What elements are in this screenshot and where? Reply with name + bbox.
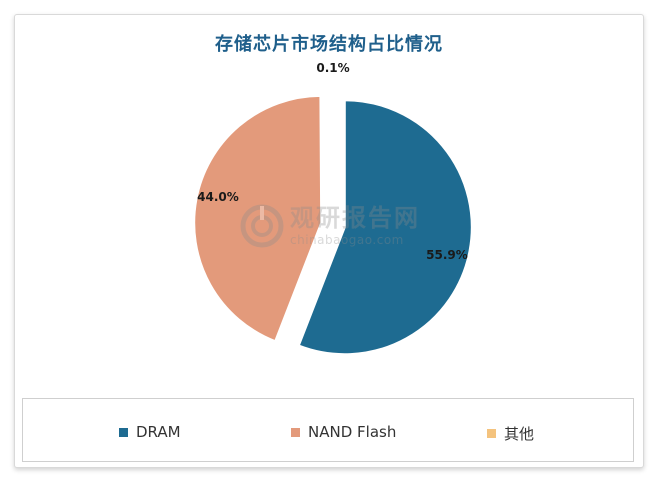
legend-label-dram: DRAM bbox=[136, 423, 181, 441]
chart-title: 存储芯片市场结构占比情况 bbox=[215, 34, 443, 55]
legend-swatch-other bbox=[487, 429, 496, 438]
watermark-url: chinabaogao.com bbox=[290, 233, 404, 247]
chart-frame bbox=[14, 14, 644, 468]
pie-slice-nand-flash bbox=[193, 94, 323, 343]
legend-label-other: 其他 bbox=[504, 425, 535, 443]
data-label-dram: 55.9% bbox=[426, 248, 468, 262]
legend-swatch-nand-flash bbox=[291, 427, 300, 437]
chart-legend: DRAM NAND Flash 其他 bbox=[22, 398, 634, 462]
legend-item-other: 其他 bbox=[487, 423, 534, 444]
pie-slice-other bbox=[331, 85, 334, 214]
legend-item-nand-flash: NAND Flash bbox=[291, 423, 396, 441]
data-label-other: 0.1% bbox=[316, 61, 349, 75]
legend-item-dram: DRAM bbox=[119, 423, 181, 441]
watermark: 观研报告网 chinabaogao.com bbox=[240, 204, 420, 248]
pie-slice-dram bbox=[297, 99, 473, 356]
watermark-name: 观研报告网 bbox=[290, 204, 420, 232]
watermark-logo-icon bbox=[240, 204, 284, 248]
legend-swatch-dram bbox=[119, 427, 128, 437]
data-label-nand-flash: 44.0% bbox=[197, 190, 239, 204]
legend-label-nand-flash: NAND Flash bbox=[308, 423, 397, 441]
